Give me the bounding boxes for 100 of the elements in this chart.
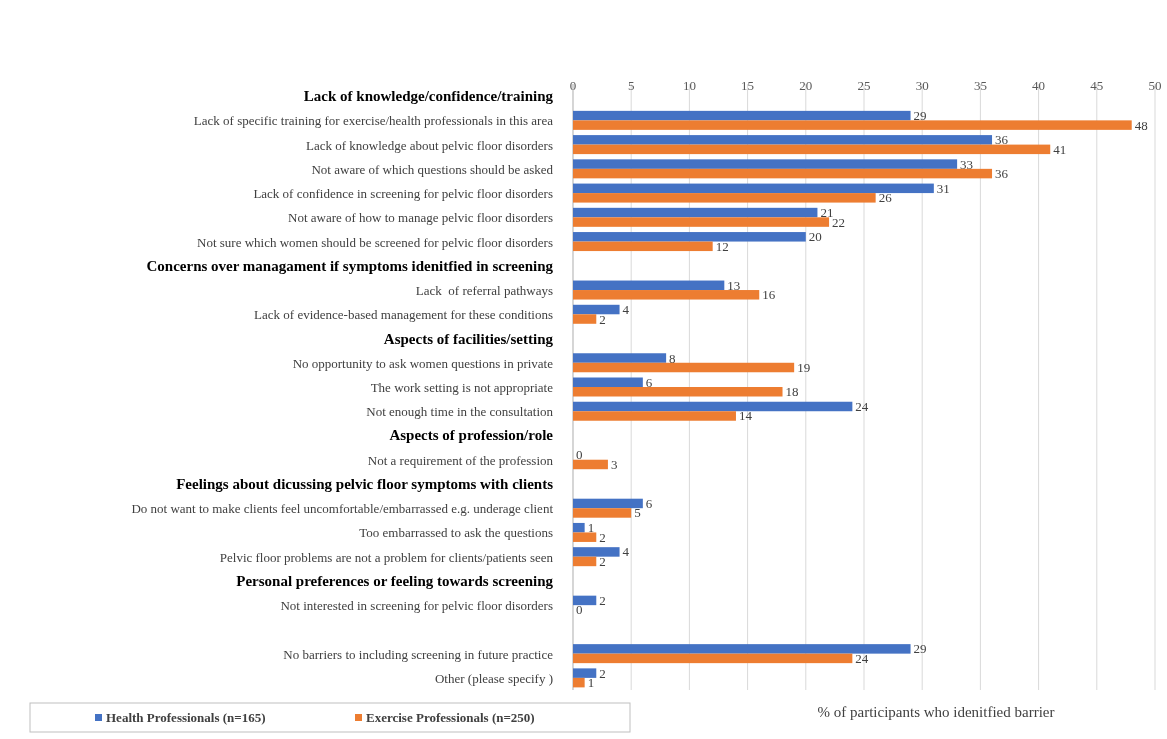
data-label: 6	[645, 374, 653, 390]
bar	[573, 362, 795, 373]
data-label: 36	[995, 132, 1009, 148]
bar	[573, 241, 713, 252]
y-tick-label: Aspects of profession/role	[389, 427, 554, 444]
bar	[573, 159, 958, 169]
data-label: 22	[832, 214, 846, 230]
data-label: 12	[715, 238, 729, 254]
bar	[573, 290, 760, 300]
legend-label: Exercise Professionals (n=250)	[366, 710, 535, 725]
bar	[573, 547, 620, 557]
bar	[573, 498, 643, 509]
x-axis-title: % of participants who idenitfied barrier	[817, 704, 1055, 720]
data-label: 20	[808, 229, 822, 245]
bar	[573, 401, 853, 412]
data-label: 24	[855, 398, 869, 414]
y-tick-label: Lack of evidence-based management for these conditions	[254, 307, 553, 323]
data-label: 0	[576, 447, 583, 463]
data-label: 48	[1134, 117, 1148, 133]
data-label: 41	[1053, 141, 1067, 157]
bar	[573, 556, 597, 567]
bar	[573, 120, 1132, 130]
bar	[573, 193, 876, 203]
y-tick-label: Not aware of how to manage pelvic floor disorders	[288, 210, 553, 226]
data-label: 13	[727, 277, 741, 293]
y-tick-label: Personal preferences or feeling towards screening	[236, 572, 554, 589]
x-tick-label: 40	[1032, 78, 1046, 93]
data-label: 2	[599, 553, 606, 569]
y-tick-label: Not sure which women should be screened for pelvic floor disorders	[197, 234, 553, 250]
bar	[573, 144, 1051, 155]
data-label: 2	[599, 529, 606, 545]
x-tick-label: 50	[1148, 78, 1162, 93]
bar	[573, 459, 608, 470]
data-label: 4	[622, 544, 630, 560]
x-tick-label: 35	[973, 78, 987, 93]
x-tick-label: 15	[741, 78, 755, 93]
data-label: 5	[634, 505, 641, 521]
bar	[573, 668, 597, 678]
bar	[573, 314, 597, 324]
x-tick-label: 20	[799, 78, 813, 93]
y-tick-label: Aspects of facilities/setting	[383, 330, 554, 347]
data-label: 6	[645, 495, 653, 511]
y-tick-label: Lack of referral pathways	[415, 283, 553, 299]
data-label: 19	[797, 360, 811, 376]
bar	[573, 217, 830, 227]
data-label: 2	[599, 311, 606, 327]
data-label: 29	[913, 108, 927, 124]
data-label: 33	[960, 156, 974, 172]
data-label: 36	[995, 166, 1009, 182]
bar	[573, 232, 806, 242]
y-tick-label: Too embarrassed to ask the questions	[359, 525, 553, 541]
y-tick-label: Lack of specific training for exercise/health professionals in this area	[193, 113, 554, 129]
y-tick-label: Not aware of which questions should be asked	[311, 161, 554, 177]
data-label: 4	[622, 302, 630, 318]
x-tick-label: 25	[857, 78, 871, 93]
data-label: 1	[587, 520, 595, 536]
data-label: 2	[599, 665, 606, 681]
data-label: 2	[599, 592, 606, 608]
x-tick-label: 5	[627, 78, 635, 93]
bar	[573, 644, 911, 654]
y-tick-label: Not enough time in the consultation	[366, 404, 554, 420]
y-tick-label: The work setting is not appropriate	[370, 380, 554, 395]
data-label: 0	[576, 602, 583, 618]
bar	[573, 677, 585, 688]
bar	[573, 207, 818, 218]
data-label: 31	[936, 180, 950, 196]
data-label: 14	[738, 408, 753, 424]
y-tick-label: Pelvic floor problems are not a problem for clients/patients seen	[219, 549, 554, 565]
x-tick-label: 30	[915, 78, 929, 93]
y-tick-label: Other (please specify )	[434, 670, 553, 686]
bar	[573, 110, 911, 121]
x-tick-label: 10	[682, 78, 696, 93]
y-tick-label: Lack of knowledge/confidence/training	[303, 88, 554, 105]
bar	[573, 280, 725, 291]
data-label: 24	[855, 650, 869, 666]
data-label: 21	[820, 205, 834, 221]
bar	[573, 304, 620, 315]
y-tick-label: Concerns over managament if symptoms idenitfied in screening	[146, 257, 554, 274]
bar	[573, 183, 934, 194]
data-label: 3	[610, 456, 618, 472]
data-label: 29	[913, 641, 927, 657]
bar	[573, 135, 993, 145]
y-tick-label: Lack of confidence in screening for pelvic floor disorders	[253, 186, 553, 202]
bar	[573, 532, 597, 542]
bar	[573, 377, 643, 387]
data-label: 18	[785, 384, 799, 400]
y-tick-label: Not interested in screening for pelvic floor disorders	[280, 598, 553, 614]
bar	[573, 168, 993, 179]
y-tick-label: No opportunity to ask women questions in private	[292, 355, 554, 371]
data-label: 16	[762, 287, 776, 303]
legend-label: Health Professionals (n=165)	[106, 710, 266, 725]
y-tick-label: No barriers to including screening in future practice	[283, 646, 554, 662]
bar	[573, 411, 736, 421]
y-tick-label: Feelings about dicussing pelvic floor symptoms with clients	[176, 475, 554, 492]
y-tick-label: Do not want to make clients feel uncomfortable/embarrassed e.g. underage client	[131, 501, 554, 517]
bar	[573, 387, 783, 397]
data-label: 8	[669, 350, 676, 366]
data-label: 1	[587, 675, 595, 691]
bar	[573, 522, 585, 533]
y-tick-label: Lack of knowledge about pelvic floor disorders	[306, 137, 553, 153]
